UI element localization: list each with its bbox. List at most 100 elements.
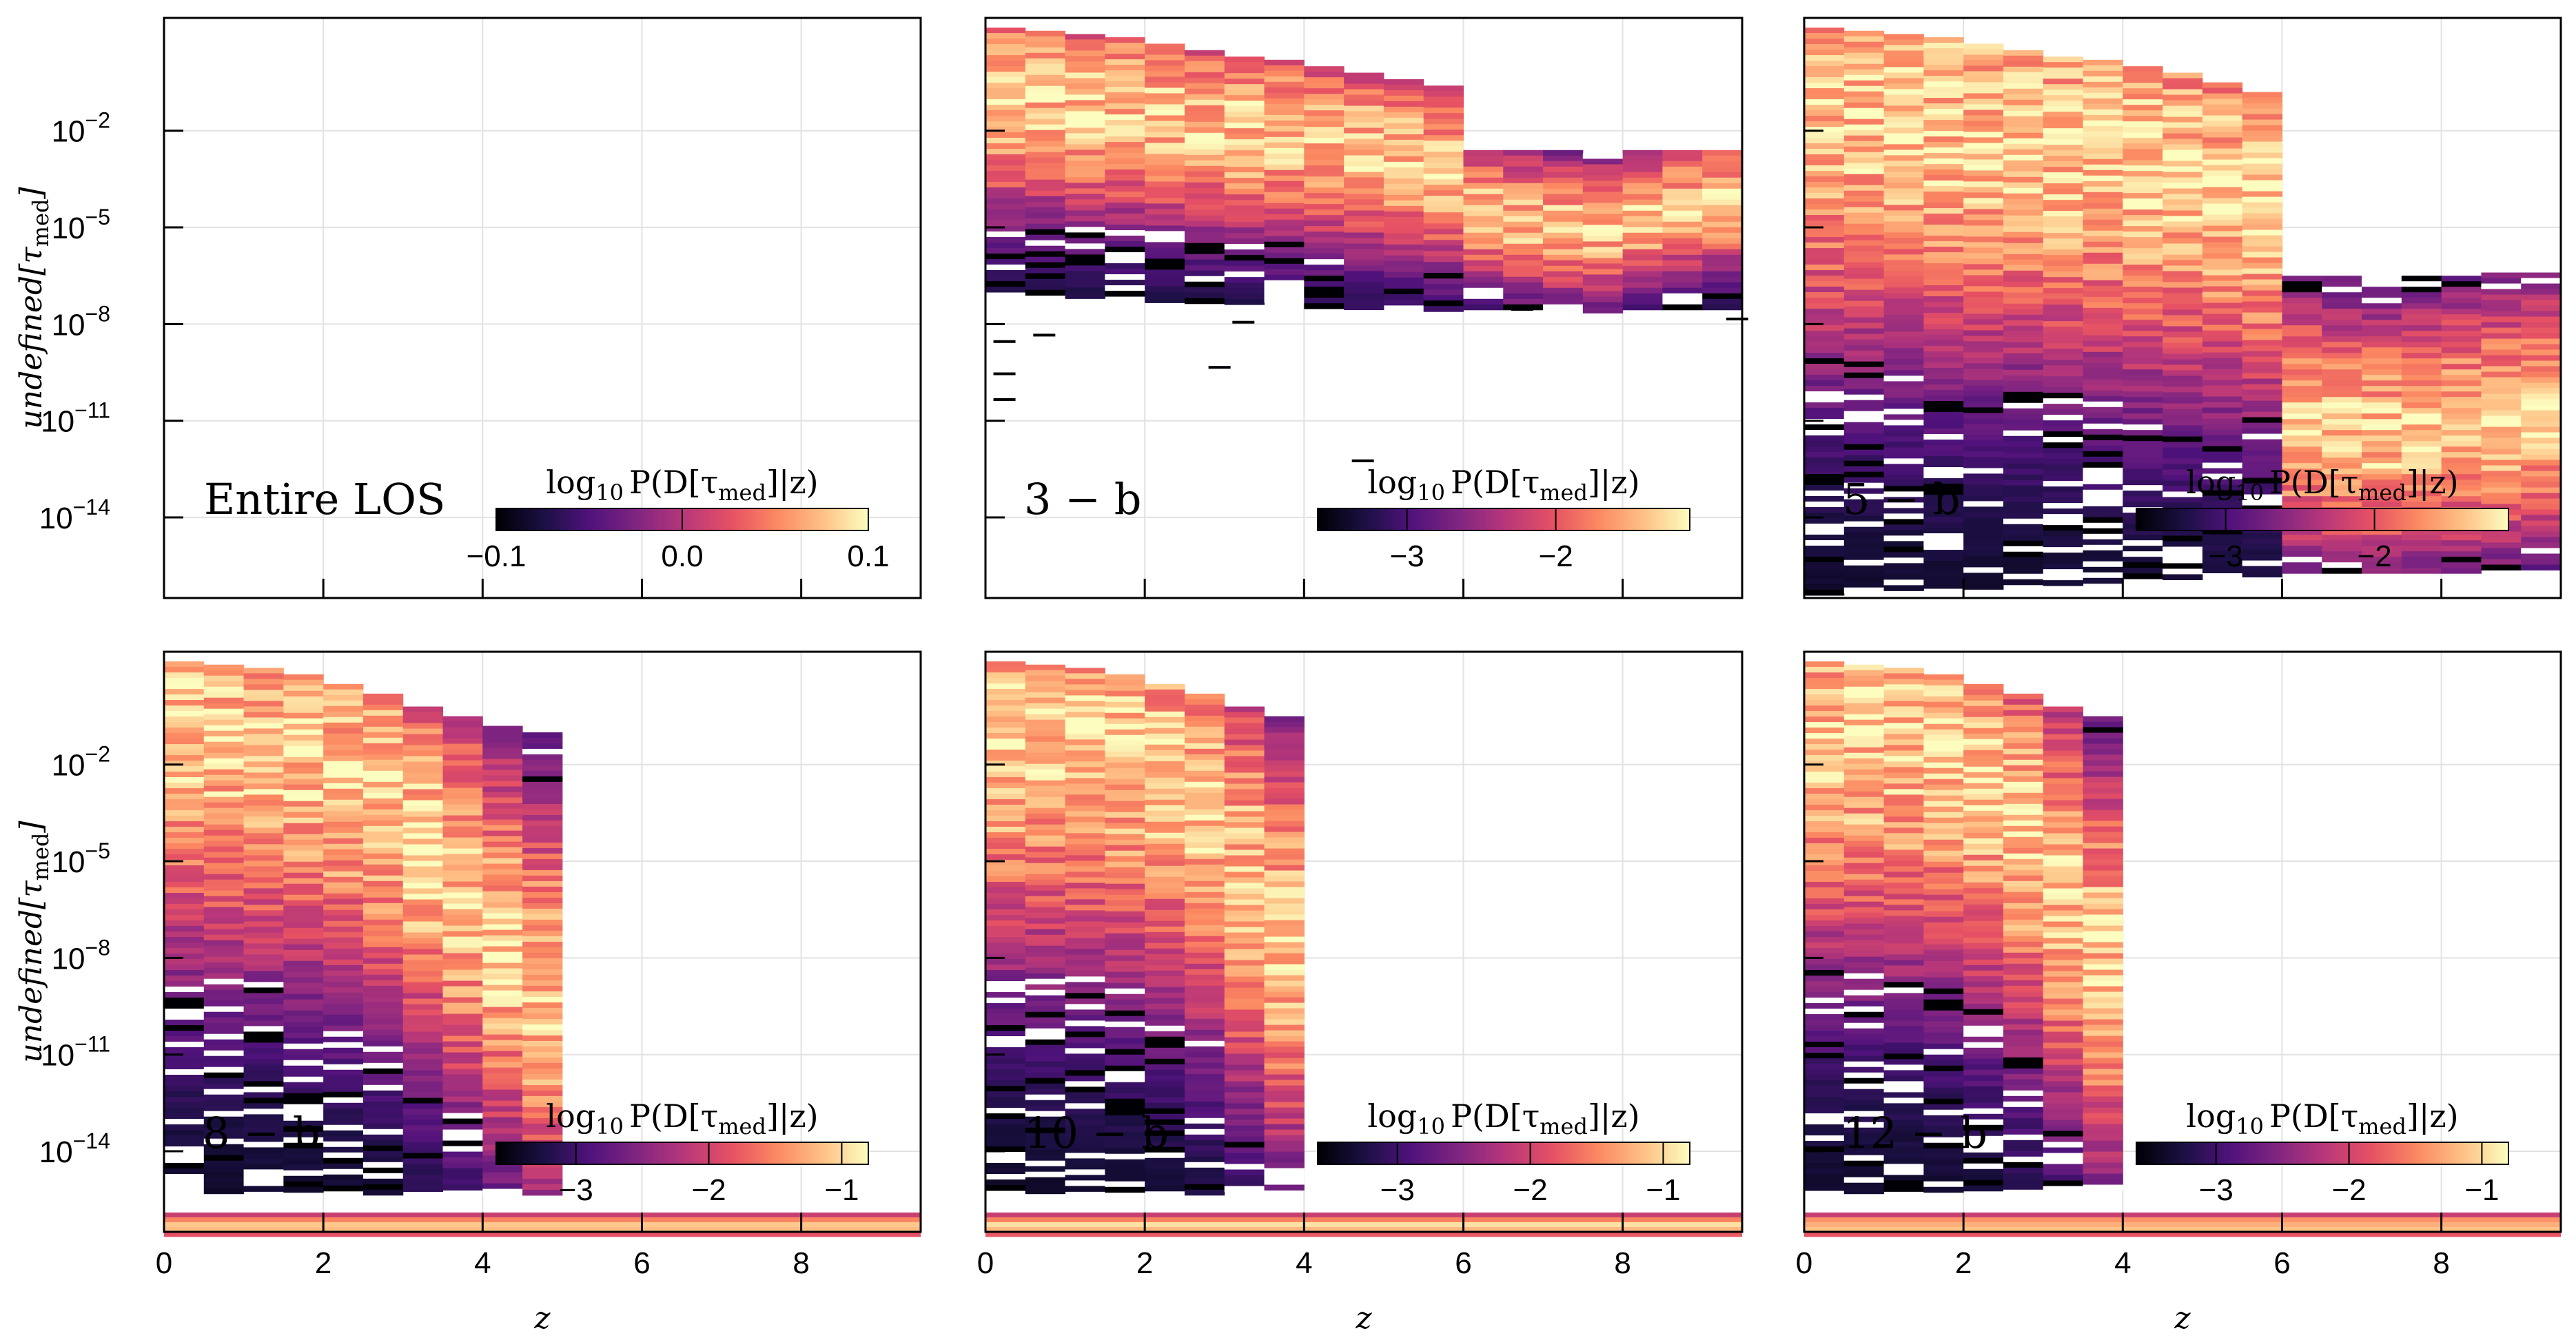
heatmap-cell: [1883, 530, 1924, 536]
heatmap-cell: [283, 1060, 324, 1066]
heatmap-cell: [2242, 477, 2282, 484]
heatmap-cell: [2401, 303, 2442, 309]
heatmap-cell: [323, 909, 364, 916]
heatmap-cell: [1304, 132, 1345, 138]
heatmap-cell: [2083, 1041, 2123, 1048]
heatmap-cell: [203, 1177, 245, 1184]
heatmap-cell: [1383, 194, 1424, 201]
heatmap-cell: [2441, 457, 2482, 464]
heatmap-cell: [1105, 214, 1145, 220]
heatmap-cell: [1224, 56, 1265, 63]
heatmap-cell: [2401, 491, 2442, 497]
heatmap-cell: [1145, 948, 1185, 955]
heatmap-cell: [442, 1107, 483, 1114]
heatmap-cell: [1184, 237, 1225, 244]
heatmap-column: [1304, 66, 1345, 309]
heatmap-cell: [1963, 159, 2004, 165]
heatmap-cell: [1963, 1168, 2004, 1175]
heatmap-cell: [2441, 336, 2482, 342]
colorbar-tick-label: −2: [691, 1173, 726, 1207]
heatmap-cell: [2083, 495, 2123, 502]
heatmap-cell: [2003, 880, 2044, 887]
heatmap-cell: [2083, 384, 2123, 391]
heatmap-cell: [1843, 1188, 1885, 1195]
heatmap-cell: [283, 1093, 324, 1100]
y-axis-label: undefined[τmed]: [14, 187, 54, 429]
heatmap-cell: [1843, 344, 1885, 351]
heatmap-cell: [2123, 231, 2163, 238]
heatmap-cell: [2083, 335, 2123, 342]
heatmap-cell: [1145, 1020, 1185, 1027]
heatmap-cell: [283, 1115, 324, 1122]
heatmap-cell: [1065, 717, 1105, 723]
heatmap-cell: [1264, 164, 1305, 171]
heatmap-cell: [522, 1101, 563, 1108]
heatmap-cell: [1304, 292, 1345, 298]
heatmap-cell: [1065, 1020, 1105, 1027]
heatmap-cell: [482, 1018, 523, 1024]
heatmap-cell: [1843, 212, 1885, 219]
heatmap-cell: [2163, 530, 2203, 537]
y-tick-label: 10−14: [39, 1128, 110, 1169]
heatmap-cell: [1224, 244, 1265, 250]
heatmap-cell: [1025, 229, 1066, 236]
heatmap-cell: [1184, 1062, 1225, 1069]
heatmap-cell: [2003, 1079, 2044, 1086]
heatmap-cell: [1843, 736, 1885, 743]
heatmap-cell: [2083, 401, 2123, 408]
heatmap-cell: [283, 723, 324, 730]
heatmap-cell: [2401, 419, 2442, 425]
heatmap-cell: [1463, 183, 1504, 189]
heatmap-cell: [1105, 230, 1145, 236]
heatmap-cell: [1804, 1108, 1845, 1114]
heatmap-cell: [1923, 1170, 1964, 1177]
heatmap-cell: [2043, 128, 2084, 134]
heatmap-cell: [1702, 298, 1743, 305]
heatmap-cell: [1224, 222, 1265, 228]
heatmap-cell: [1963, 192, 2004, 198]
heatmap-cell: [2322, 375, 2362, 381]
heatmap-cell: [1065, 960, 1105, 966]
heatmap-cell: [1423, 174, 1464, 180]
heatmap-cell: [1843, 306, 1885, 313]
heatmap-cell: [283, 894, 324, 901]
heatmap-cell: [2202, 396, 2243, 403]
heatmap-cell: [1184, 88, 1225, 95]
heatmap-cell: [1423, 190, 1464, 196]
heatmap-cell: [1344, 177, 1384, 184]
heatmap-cell: [1344, 172, 1384, 178]
heatmap-cell: [2521, 404, 2562, 411]
heatmap-cell: [1963, 198, 2004, 204]
heatmap-cell: [2441, 358, 2482, 364]
heatmap-cell: [522, 925, 563, 931]
heatmap-cell: [2083, 252, 2123, 259]
heatmap-cell: [1105, 690, 1145, 697]
heatmap-cell: [2362, 298, 2402, 304]
heatmap-cell: [985, 1222, 1742, 1228]
heatmap-cell: [323, 1058, 364, 1065]
heatmap-cell: [2083, 418, 2123, 424]
heatmap-cell: [402, 772, 444, 779]
heatmap-cell: [2163, 304, 2203, 311]
heatmap-cell: [1883, 905, 1924, 911]
heatmap-cell: [2202, 165, 2243, 172]
heatmap-cell: [1923, 236, 1964, 242]
heatmap-cell: [2003, 974, 2044, 981]
heatmap-cell: [164, 1168, 205, 1175]
heatmap-cell: [1963, 49, 2004, 55]
heatmap-cell: [402, 1109, 444, 1115]
x-tick-label: 0: [156, 1246, 172, 1280]
heatmap-cell: [203, 995, 245, 1002]
heatmap-cell: [442, 1113, 483, 1120]
heatmap-cell: [1622, 249, 1663, 256]
heatmap-cell: [323, 1091, 364, 1098]
heatmap-cell: [1184, 1035, 1225, 1042]
heatmap-cell: [1025, 69, 1066, 76]
heatmap-cell: [1702, 287, 1743, 294]
heatmap-cell: [164, 1091, 205, 1097]
heatmap-cell: [522, 952, 563, 959]
heatmap-cell: [1843, 510, 1885, 517]
heatmap-cell: [2322, 391, 2362, 398]
heatmap-cell: [1843, 389, 1885, 395]
heatmap-column: [1105, 674, 1145, 1193]
